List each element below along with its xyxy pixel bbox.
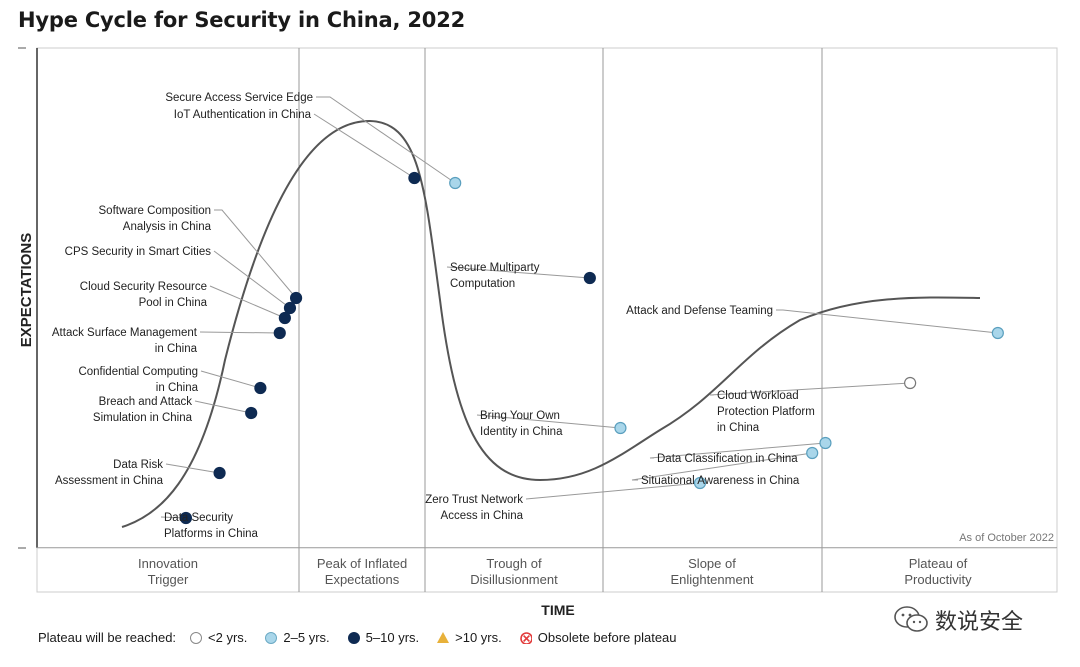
legend-label: 5–10 yrs. <box>365 630 420 645</box>
leader-line <box>194 400 252 414</box>
data-point-label: Bring Your Own Identity in China <box>480 410 563 438</box>
legend-title: Plateau will be reached: <box>38 630 177 645</box>
data-point-label: Secure Access Service Edge <box>165 92 313 104</box>
data-point-marker[interactable] <box>693 476 707 490</box>
leader-line <box>446 266 590 279</box>
phase-label: Innovation Trigger <box>138 556 198 587</box>
hype-curve <box>121 119 981 528</box>
as-of-annotation: As of October 2022 <box>959 532 1054 544</box>
chart-title: Hype Cycle for Security in China, 2022 <box>18 8 466 32</box>
legend-marker-lightblue-circle <box>265 631 278 644</box>
phase-label: Plateau of Productivity <box>904 556 972 587</box>
leader-line <box>200 370 261 389</box>
data-point-marker[interactable] <box>819 436 832 450</box>
data-point-label: IoT Authentication in China <box>174 109 312 121</box>
data-point-marker[interactable] <box>614 421 627 435</box>
data-point-marker[interactable] <box>904 376 917 390</box>
watermark-text: 数说安全 <box>935 610 1024 635</box>
data-point-marker[interactable] <box>289 291 303 305</box>
leader-line <box>199 331 280 334</box>
leader-line <box>525 482 701 500</box>
data-point-label: Secure Multiparty Computation <box>450 262 540 290</box>
data-point-label: Situational Awareness in China <box>641 475 800 487</box>
leader-line <box>165 463 220 474</box>
data-point-label: Confidential Computing in China <box>78 366 198 394</box>
data-point-label: Cloud Security Resource Pool in China <box>80 281 208 309</box>
watermark: 数说安全 <box>893 604 1023 636</box>
data-point-marker[interactable] <box>991 326 1004 340</box>
phase-label: Trough of Disillusionment <box>470 556 558 587</box>
data-point-label: Data Risk Assessment in China <box>55 459 164 487</box>
data-point-marker[interactable] <box>806 446 819 460</box>
data-point-label: Breach and Attack Simulation in China <box>93 396 193 424</box>
leader-line <box>649 442 826 459</box>
legend-marker-obsolete-icon <box>519 631 532 644</box>
data-point-marker[interactable] <box>583 271 596 285</box>
data-point-label: Software Composition Analysis in China <box>99 205 212 233</box>
legend-marker-triangle-icon <box>437 631 450 643</box>
data-point-label: Attack and Defense Teaming <box>626 305 773 317</box>
phase-band <box>36 547 1058 593</box>
leader-line <box>209 285 286 319</box>
legend: Plateau will be reached: <2 yrs. 2–5 yrs… <box>38 630 695 645</box>
leader-line <box>709 382 911 396</box>
leader-line <box>316 96 456 184</box>
legend-marker-navy-circle <box>347 631 360 644</box>
data-point-label: CPS Security in Smart Cities <box>65 246 212 258</box>
data-point-marker[interactable] <box>213 466 226 480</box>
data-point-marker[interactable] <box>179 511 193 525</box>
leader-line <box>313 113 415 179</box>
legend-item-obsolete: Obsolete before plateau <box>519 630 677 645</box>
y-axis-label: EXPECTATIONS <box>18 233 35 347</box>
legend-item-gt10: >10 yrs. <box>437 630 502 645</box>
leader-line <box>476 414 621 429</box>
leader-line <box>776 309 998 334</box>
data-point-marker[interactable] <box>283 301 297 315</box>
leader-line <box>631 452 813 481</box>
data-point-label: Cloud Workload Protection Platform in Chin… <box>717 390 815 434</box>
legend-item-lt2: <2 yrs. <box>190 630 247 645</box>
wechat-icon <box>894 606 928 632</box>
legend-label: Obsolete before plateau <box>537 630 677 645</box>
data-point-label: Data Security Platforms in China <box>164 512 259 540</box>
data-point-marker[interactable] <box>254 381 267 395</box>
data-point-label: Data Classification in China <box>657 453 798 465</box>
legend-label: 2–5 yrs. <box>283 630 330 645</box>
leader-line <box>214 209 297 299</box>
data-point-marker[interactable] <box>449 176 462 190</box>
data-point-label: Attack Surface Management in China <box>52 327 198 355</box>
legend-label: >10 yrs. <box>455 630 502 645</box>
data-point-marker[interactable] <box>273 326 286 340</box>
legend-marker-white-circle <box>190 631 203 644</box>
phase-label: Slope of Enlightenment <box>670 556 753 587</box>
data-point-marker[interactable] <box>408 171 421 185</box>
phase-label: Peak of Inflated Expectations <box>317 556 407 587</box>
leader-line <box>213 250 291 309</box>
data-point-marker[interactable] <box>278 311 291 325</box>
data-point-marker[interactable] <box>245 406 258 420</box>
x-axis-label: TIME <box>541 602 574 618</box>
legend-item-5-10: 5–10 yrs. <box>347 630 420 645</box>
legend-item-2-5: 2–5 yrs. <box>265 630 330 645</box>
data-point-label: Zero Trust Network Access in China <box>425 494 523 522</box>
legend-label: <2 yrs. <box>208 630 248 645</box>
